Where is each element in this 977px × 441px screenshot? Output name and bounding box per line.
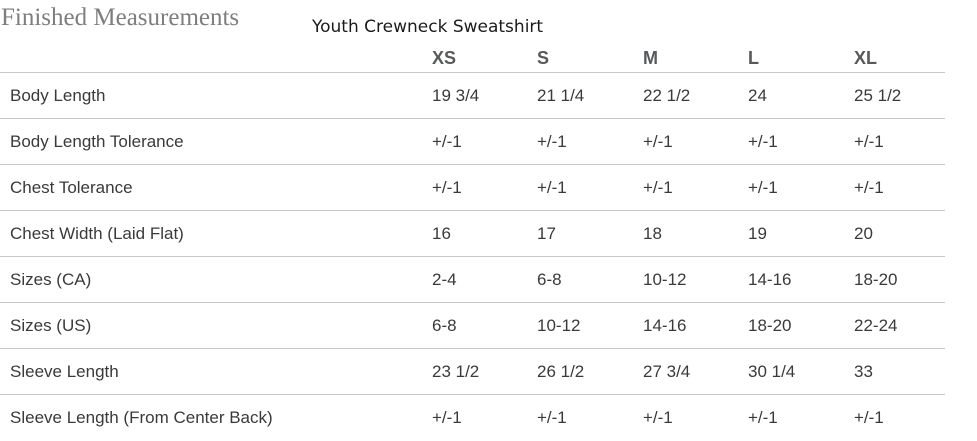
cell-value: +/-1: [432, 131, 462, 151]
cell-value: +/-1: [643, 131, 673, 151]
column-header-xl: XL: [854, 48, 878, 68]
cell-value: 27 3/4: [643, 361, 691, 381]
cell-value: 10-12: [643, 269, 687, 289]
cell-value: 30 1/4: [748, 361, 796, 381]
table-row: Sizes (US) 6-8 10-12 14-16 18-20 22-24: [0, 302, 945, 348]
cell-value: +/-1: [854, 177, 884, 197]
table-row: Body Length Tolerance +/-1 +/-1 +/-1 +/-1 +/…: [0, 118, 945, 164]
cell-value: 22-24: [854, 315, 898, 335]
cell-value: 18-20: [748, 315, 792, 335]
cell-value: +/-1: [643, 177, 673, 197]
table-row: Sleeve Length 23 1/2 26 1/2 27 3/4 30 1/4 33: [0, 348, 945, 394]
cell-value: 10-12: [537, 315, 581, 335]
table-header-row: XS S M L XL: [0, 44, 945, 72]
row-label: Body Length: [10, 85, 106, 105]
cell-value: +/-1: [854, 131, 884, 151]
cell-value: 16: [432, 223, 451, 243]
cell-value: 17: [537, 223, 556, 243]
cell-value: +/-1: [537, 131, 567, 151]
cell-value: 6-8: [537, 269, 562, 289]
table-row: Chest Tolerance +/-1 +/-1 +/-1 +/-1 +/-1: [0, 164, 945, 210]
cell-value: +/-1: [643, 407, 673, 427]
column-header-m: M: [643, 48, 658, 68]
cell-value: +/-1: [854, 407, 884, 427]
product-name: Youth Crewneck Sweatshirt: [312, 17, 544, 37]
cell-value: 25 1/2: [854, 85, 902, 105]
cell-value: +/-1: [432, 177, 462, 197]
column-header-l: L: [748, 48, 759, 68]
page-title: Finished Measurements: [1, 4, 240, 31]
cell-value: 2-4: [432, 269, 457, 289]
cell-value: 21 1/4: [537, 85, 585, 105]
table-row: Chest Width (Laid Flat) 16 17 18 19 20: [0, 210, 945, 256]
cell-value: +/-1: [748, 131, 778, 151]
row-label: Sleeve Length: [10, 361, 119, 381]
cell-value: 26 1/2: [537, 361, 585, 381]
row-label: Chest Tolerance: [10, 177, 133, 197]
cell-value: +/-1: [537, 177, 567, 197]
cell-value: 6-8: [432, 315, 457, 335]
column-header-xs: XS: [432, 48, 457, 68]
table-row: Sleeve Length (From Center Back) +/-1 +/-…: [0, 394, 945, 440]
cell-value: 14-16: [748, 269, 792, 289]
row-label: Body Length Tolerance: [10, 131, 184, 151]
cell-value: 24: [748, 85, 767, 105]
cell-value: 14-16: [643, 315, 687, 335]
table-body: Body Length 19 3/4 21 1/4 22 1/2 24 25 1/2 B…: [0, 72, 945, 440]
row-label: Sizes (CA): [10, 269, 92, 289]
cell-value: 19 3/4: [432, 85, 480, 105]
size-chart-table: XS S M L XL Body Length 19 3/4 21 1/4 22 1/2 24…: [0, 44, 945, 440]
table-row: Body Length 19 3/4 21 1/4 22 1/2 24 25 1/2: [0, 72, 945, 118]
cell-value: 19: [748, 223, 767, 243]
cell-value: 23 1/2: [432, 361, 480, 381]
column-header-s: S: [537, 48, 550, 68]
table-row: Sizes (CA) 2-4 6-8 10-12 14-16 18-20: [0, 256, 945, 302]
cell-value: +/-1: [748, 177, 778, 197]
row-label: Chest Width (Laid Flat): [10, 223, 184, 243]
cell-value: 18: [643, 223, 662, 243]
cell-value: 20: [854, 223, 873, 243]
cell-value: +/-1: [432, 407, 462, 427]
cell-value: 18-20: [854, 269, 898, 289]
row-label: Sleeve Length (From Center Back): [10, 407, 273, 427]
cell-value: 22 1/2: [643, 85, 691, 105]
cell-value: +/-1: [537, 407, 567, 427]
cell-value: +/-1: [748, 407, 778, 427]
row-label: Sizes (US): [10, 315, 92, 335]
cell-value: 33: [854, 361, 873, 381]
